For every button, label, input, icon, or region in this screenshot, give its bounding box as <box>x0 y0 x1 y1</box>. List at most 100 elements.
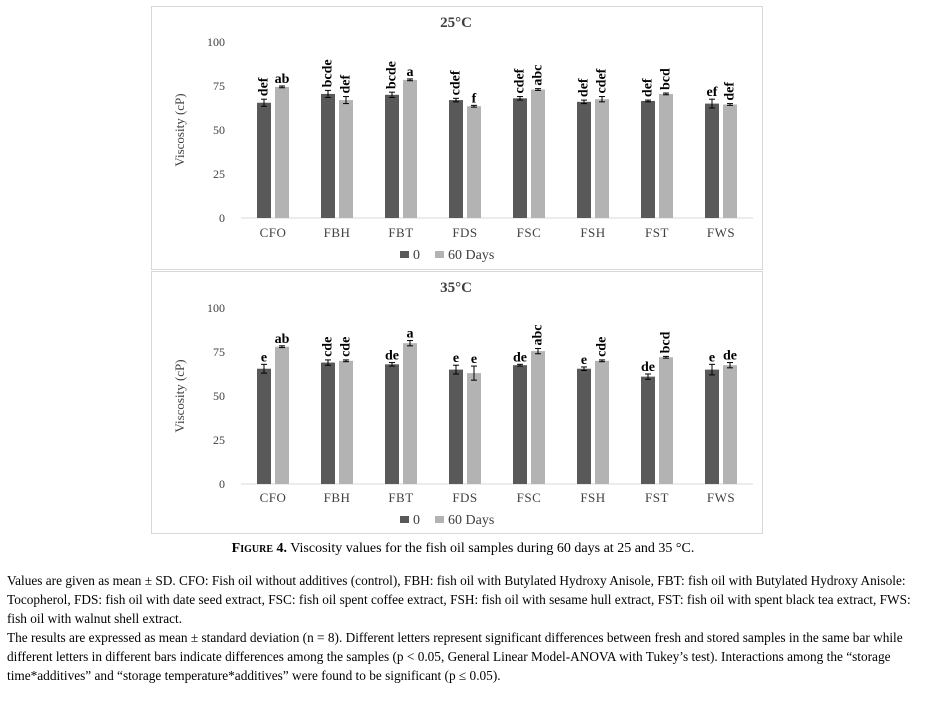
chart-0-bar-day0 <box>641 100 655 218</box>
chart-1-bar-day0 <box>321 362 335 484</box>
chart-1-significance-label: de <box>513 350 527 365</box>
chart-1-bar-day60 <box>531 351 545 484</box>
chart-1-x-tick-label: FSH <box>580 490 605 505</box>
chart-0-bar-day0 <box>449 100 463 218</box>
chart-0-bar-day0 <box>321 93 335 218</box>
figure-caption: Figure 4. Viscosity values for the fish … <box>0 541 926 557</box>
chart-0-x-tick-label: FDS <box>452 225 477 240</box>
chart-0-significance-label: def <box>339 75 354 94</box>
chart-1-y-tick-label: 25 <box>213 433 225 447</box>
chart-0-significance-label: bcde <box>321 59 336 87</box>
chart-0-significance-label: ab <box>275 72 290 87</box>
chart-0-bar-day0 <box>257 102 271 218</box>
chart-1-bar-day60 <box>275 346 289 484</box>
chart-1-significance-label: e <box>453 351 459 366</box>
chart-0-title: 25°C <box>440 15 472 31</box>
notes-abbreviations: Values are given as mean ± SD. CFO: Fish… <box>7 573 911 626</box>
chart-0-x-tick-label: FBH <box>324 225 351 240</box>
chart-0-significance-label: cdef <box>513 68 528 93</box>
chart-1-bar-day60 <box>339 360 353 484</box>
chart-0-bar-day60 <box>531 89 545 219</box>
chart-0-legend-swatch-day0 <box>400 251 409 258</box>
chart-0-legend-label-day60: 60 Days <box>448 248 494 263</box>
chart-0-y-tick-label: 75 <box>213 79 225 93</box>
chart-0-significance-label: ef <box>707 85 718 100</box>
chart-1-bar-day60 <box>403 343 417 484</box>
chart-0-significance-label: abc <box>531 65 546 86</box>
chart-1-bar-day0 <box>641 376 655 484</box>
chart-0-significance-label: f <box>472 91 477 106</box>
chart-0-significance-label: def <box>257 77 272 96</box>
chart-1-significance-label: de <box>723 349 737 364</box>
chart-1-significance-label: e <box>261 350 267 365</box>
chart-1-significance-label: cde <box>595 337 610 357</box>
chart-0-bar-day60 <box>467 106 481 218</box>
chart-0-significance-label: cdef <box>595 68 610 93</box>
chart-0-legend-label-day0: 0 <box>413 248 420 263</box>
chart-1-bar-day60 <box>659 357 673 484</box>
chart-0-significance-label: def <box>723 82 738 101</box>
chart-0-bar-day0 <box>577 101 591 218</box>
chart-0-significance-label: bcde <box>385 61 400 89</box>
chart-1-significance-label: cde <box>321 337 336 357</box>
chart-0-bar-day0 <box>705 103 719 218</box>
chart-0-legend-swatch-day60 <box>435 251 444 258</box>
chart-1-significance-label: e <box>471 352 477 367</box>
chart-1-y-axis-label: Viscosity (cP) <box>172 359 187 432</box>
chart-1-legend-swatch-day0 <box>400 516 409 523</box>
chart-0-x-tick-label: FBT <box>388 225 413 240</box>
chart-panel-35c: 35°C Viscosity (cP) 0 25 50 75 100 e ab CFO cde cde… <box>151 271 763 534</box>
chart-1-bar-day60 <box>723 365 737 484</box>
chart-0-x-tick-label: FSC <box>517 225 542 240</box>
notes-statistics: The results are expressed as mean ± stan… <box>7 630 903 683</box>
chart-0-bar-day60 <box>275 86 289 218</box>
chart-1-x-tick-label: FDS <box>452 490 477 505</box>
chart-0-significance-label: a <box>407 65 414 80</box>
chart-1-x-tick-label: FST <box>645 490 669 505</box>
chart-1-bar-day0 <box>449 369 463 484</box>
chart-1-y-tick-label: 100 <box>207 301 225 315</box>
chart-1-y-tick-label: 75 <box>213 345 225 359</box>
chart-1-significance-label: cde <box>339 337 354 357</box>
chart-1-legend-label-day0: 0 <box>413 513 420 528</box>
chart-1-significance-label: de <box>641 360 655 375</box>
chart-0-bar-day60 <box>339 100 353 218</box>
chart-0-x-tick-label: CFO <box>260 225 287 240</box>
chart-1-bar-day0 <box>705 369 719 484</box>
chart-0-bar-day60 <box>595 99 609 218</box>
chart-1-significance-label: ab <box>275 332 290 347</box>
chart-0-bar-day0 <box>385 94 399 218</box>
chart-1-legend-swatch-day60 <box>435 516 444 523</box>
caption-text: Viscosity values for the fish oil sample… <box>287 541 695 556</box>
chart-1-y-tick-label: 0 <box>219 477 225 491</box>
chart-0-bar-day60 <box>659 93 673 218</box>
chart-0-significance-label: bcd <box>659 68 674 90</box>
chart-1-y-tick-label: 50 <box>213 389 225 403</box>
chart-1-bar-day0 <box>577 368 591 484</box>
chart-0-x-tick-label: FWS <box>707 225 735 240</box>
chart-1-bar-day0 <box>513 365 527 484</box>
chart-0-x-tick-label: FSH <box>580 225 605 240</box>
chart-0-bar-day60 <box>723 104 737 218</box>
caption-lead: Figure 4. <box>231 541 287 556</box>
chart-1-x-tick-label: FSC <box>517 490 542 505</box>
chart-1-significance-label: e <box>581 353 587 368</box>
chart-1-significance-label: abc <box>531 324 546 345</box>
chart-1-bar-day60 <box>467 373 481 484</box>
chart-1-bar-day0 <box>385 364 399 484</box>
chart-1-bar-day60 <box>595 360 609 484</box>
chart-0-significance-label: cdef <box>449 70 464 95</box>
chart-1-significance-label: de <box>385 349 399 364</box>
chart-1-significance-label: e <box>709 350 715 365</box>
chart-1-bar-day0 <box>257 368 271 484</box>
chart-1-title: 35°C <box>440 280 472 296</box>
chart-0-x-tick-label: FST <box>645 225 669 240</box>
chart-0-significance-label: def <box>641 78 656 97</box>
chart-1-x-tick-label: FBT <box>388 490 413 505</box>
chart-0-y-tick-label: 25 <box>213 167 225 181</box>
chart-panel-25c: 25°C Viscosity (cP) 0 25 50 75 100 def ab CFO bcde… <box>151 6 763 270</box>
chart-1-x-tick-label: FWS <box>707 490 735 505</box>
chart-0-bar-day0 <box>513 98 527 218</box>
